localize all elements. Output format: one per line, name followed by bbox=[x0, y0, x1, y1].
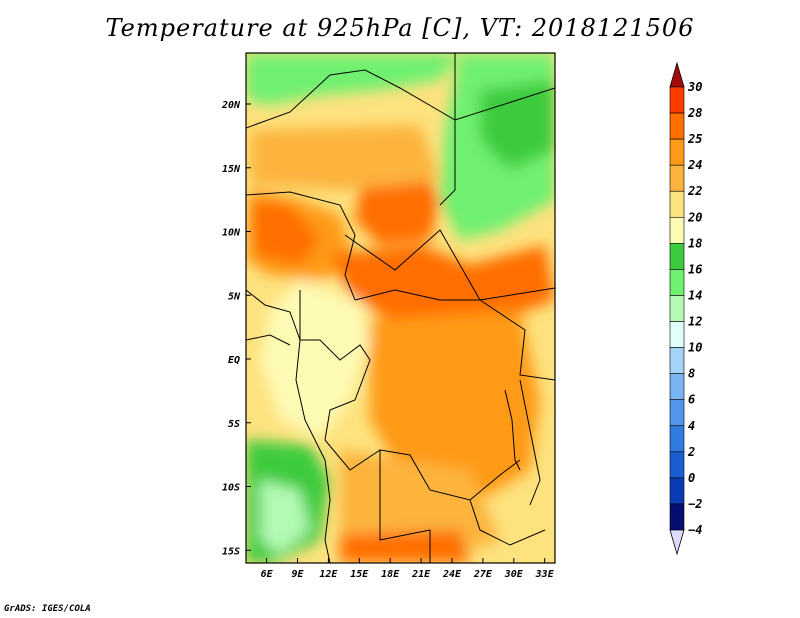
lon-tick-label: 9E bbox=[291, 569, 304, 580]
lat-tick-label: 10S bbox=[222, 483, 240, 494]
colorbar-segment bbox=[669, 164, 685, 192]
lon-tick-label: 21E bbox=[411, 569, 431, 580]
lon-tick-label: 24E bbox=[442, 569, 462, 580]
colorbar-segment bbox=[669, 295, 685, 322]
lon-tick-label: 30E bbox=[504, 569, 524, 580]
lon-tick-label: 12E bbox=[319, 569, 338, 580]
colorbar-segment bbox=[669, 112, 685, 140]
colorbar-segment bbox=[669, 216, 685, 244]
colorbar-label: 25 bbox=[687, 132, 702, 146]
colorbar-label: 24 bbox=[687, 158, 702, 172]
colorbar-segment bbox=[669, 399, 685, 427]
colorbar-segment bbox=[669, 503, 685, 531]
colorbar-label: −2 bbox=[688, 497, 702, 511]
coastline bbox=[246, 289, 331, 563]
colorbar-label: 14 bbox=[688, 288, 702, 302]
colorbar-label: 12 bbox=[688, 315, 702, 329]
map-title: Temperature at 925hPa [C], VT: 201812150… bbox=[105, 14, 695, 42]
lat-tick-label: 10N bbox=[222, 228, 241, 239]
colorbar-segment bbox=[669, 138, 685, 166]
lat-tick-label: 15S bbox=[222, 546, 240, 557]
colorbar-segment bbox=[669, 347, 685, 374]
colorbar-label: 4 bbox=[688, 419, 695, 433]
longitude-axis: 6E 9E 12E 15E 18E 21E 24E 27E 30E 33E bbox=[261, 558, 555, 580]
colorbar-segment bbox=[669, 477, 685, 505]
colorbar-label: 22 bbox=[687, 184, 702, 198]
colorbar-segment bbox=[669, 321, 685, 348]
colorbar-label: 28 bbox=[687, 106, 702, 120]
colorbar-label: −4 bbox=[688, 523, 702, 537]
map-frame bbox=[245, 52, 556, 564]
colorbar-label: 10 bbox=[688, 341, 702, 355]
lon-tick-label: 6E bbox=[261, 569, 274, 580]
lon-tick-label: 33E bbox=[535, 569, 555, 580]
lon-tick-label: 15E bbox=[350, 569, 369, 580]
colorbar-segment bbox=[669, 243, 685, 270]
lat-tick-label: 5S bbox=[228, 419, 240, 430]
colorbar-segment bbox=[669, 373, 685, 401]
lon-tick-label: 27E bbox=[473, 569, 493, 580]
latitude-axis: 20N 15N 10N 5N EQ 5S 10S 15S bbox=[221, 100, 251, 557]
colorbar-segment bbox=[669, 86, 685, 114]
lon-tick-label: 18E bbox=[381, 569, 400, 580]
colorbar-segment bbox=[669, 451, 685, 479]
colorbar-label: 30 bbox=[687, 80, 702, 94]
credit-label: GrADS: IGES/COLA bbox=[4, 604, 91, 614]
lat-tick-label: 20N bbox=[221, 100, 241, 111]
country-borders bbox=[246, 53, 555, 563]
colorbar-over-triangle bbox=[669, 61, 685, 88]
lat-tick-label: 15N bbox=[222, 164, 241, 175]
colorbar-segment bbox=[669, 190, 685, 218]
colorbar-label: 20 bbox=[687, 210, 702, 224]
temperature-field bbox=[246, 53, 555, 563]
colorbar-label: 0 bbox=[688, 471, 695, 485]
lat-tick-label: EQ bbox=[228, 355, 240, 366]
colorbar-segment bbox=[669, 269, 685, 296]
colorbar-label: 2 bbox=[687, 445, 695, 459]
colorbar-label: 8 bbox=[688, 367, 695, 381]
colorbar-segment bbox=[669, 425, 685, 453]
colorbar-under-triangle bbox=[669, 529, 685, 556]
colorbar-label: 16 bbox=[688, 262, 702, 276]
lat-tick-label: 5N bbox=[228, 291, 241, 302]
colorbar-label: 6 bbox=[688, 393, 695, 407]
colorbar-label: 18 bbox=[688, 236, 702, 250]
